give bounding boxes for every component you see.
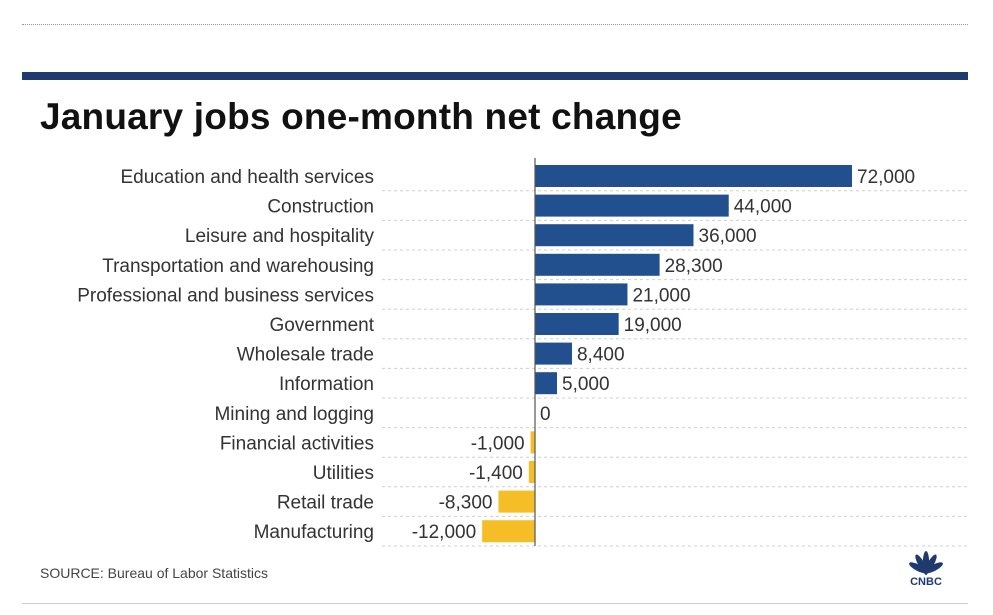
- cnbc-peacock-logo: CNBC: [909, 551, 943, 587]
- value-label: -8,300: [439, 493, 493, 514]
- bar: [482, 520, 535, 543]
- category-label: Professional and business services: [77, 285, 374, 306]
- category-label: Government: [269, 315, 374, 336]
- logo-wordmark: CNBC: [910, 576, 942, 587]
- value-label: 5,000: [562, 374, 610, 395]
- value-label: 28,300: [665, 256, 723, 277]
- header-accent-bar: [22, 72, 968, 80]
- value-label: -1,000: [471, 433, 525, 454]
- value-label: 19,000: [624, 315, 682, 336]
- value-label: 8,400: [577, 345, 625, 366]
- category-label: Financial activities: [220, 433, 374, 454]
- value-label: -12,000: [412, 522, 476, 543]
- category-label: Retail trade: [277, 493, 374, 514]
- bar: [535, 165, 852, 187]
- bar: [535, 283, 628, 306]
- peacock-feathers: [909, 551, 943, 575]
- bar: [535, 194, 729, 217]
- category-label: Mining and logging: [214, 404, 374, 425]
- bar: [535, 253, 660, 276]
- category-label: Transportation and warehousing: [102, 256, 374, 277]
- value-label: 72,000: [857, 167, 915, 188]
- value-label: 0: [540, 404, 551, 425]
- bar: [535, 313, 619, 335]
- value-label: -1,400: [469, 463, 523, 484]
- bar: [535, 342, 572, 365]
- category-label: Leisure and hospitality: [185, 226, 375, 247]
- value-label: 44,000: [734, 197, 792, 218]
- source-note: SOURCE: Bureau of Labor Statistics: [40, 565, 268, 581]
- value-label: 21,000: [632, 285, 690, 306]
- top-dotted-divider: [22, 24, 968, 25]
- category-label: Utilities: [313, 463, 374, 484]
- category-label: Manufacturing: [254, 522, 374, 543]
- bottom-divider: [22, 603, 968, 604]
- bar: [535, 224, 694, 247]
- category-label: Construction: [267, 197, 374, 218]
- bar: [528, 461, 535, 483]
- bar: [498, 490, 535, 513]
- bar: [530, 431, 535, 454]
- value-label: 36,000: [699, 226, 757, 247]
- category-label: Education and health services: [121, 167, 375, 188]
- category-label: Wholesale trade: [237, 345, 374, 366]
- chart-title: January jobs one-month net change: [40, 96, 682, 137]
- category-label: Information: [279, 374, 374, 395]
- bar: [535, 372, 558, 395]
